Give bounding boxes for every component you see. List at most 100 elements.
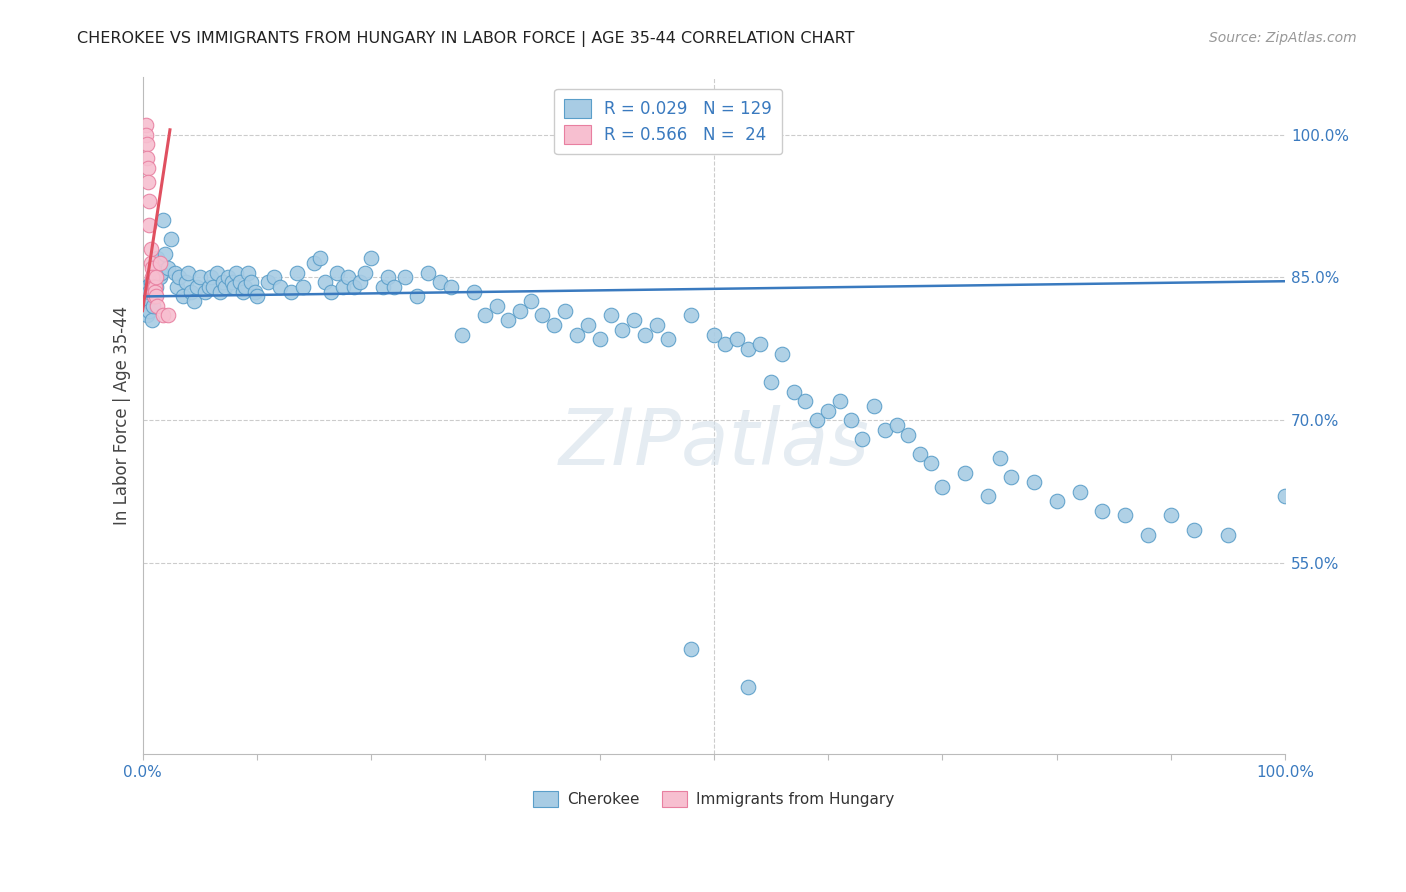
Point xyxy=(977,490,1000,504)
Point xyxy=(703,327,725,342)
Point xyxy=(285,266,308,280)
Point xyxy=(243,285,266,299)
Point xyxy=(565,327,588,342)
Point xyxy=(143,285,166,299)
Point xyxy=(138,303,160,318)
Point xyxy=(139,242,162,256)
Point xyxy=(145,289,167,303)
Point xyxy=(166,280,188,294)
Point xyxy=(156,309,179,323)
Point xyxy=(136,161,159,175)
Point xyxy=(280,285,302,299)
Point xyxy=(205,266,228,280)
Point xyxy=(235,280,257,294)
Point xyxy=(138,218,160,232)
Point xyxy=(149,266,172,280)
Point xyxy=(1000,470,1022,484)
Point xyxy=(326,266,349,280)
Point xyxy=(188,270,211,285)
Point xyxy=(509,303,531,318)
Point xyxy=(138,194,160,209)
Point xyxy=(186,280,208,294)
Point xyxy=(371,280,394,294)
Point xyxy=(554,303,576,318)
Point xyxy=(377,270,399,285)
Point xyxy=(177,266,200,280)
Point xyxy=(748,337,770,351)
Point xyxy=(429,275,451,289)
Point xyxy=(221,275,243,289)
Point xyxy=(343,280,366,294)
Point xyxy=(141,313,163,327)
Point xyxy=(886,417,908,432)
Point xyxy=(1137,527,1160,541)
Point xyxy=(623,313,645,327)
Text: ZIPatlas: ZIPatlas xyxy=(558,404,869,481)
Point xyxy=(657,332,679,346)
Point xyxy=(172,289,194,303)
Point xyxy=(141,270,163,285)
Point xyxy=(136,280,159,294)
Point xyxy=(138,285,160,299)
Point xyxy=(634,327,657,342)
Point xyxy=(209,285,232,299)
Point xyxy=(360,252,382,266)
Point xyxy=(806,413,828,427)
Point xyxy=(520,294,543,309)
Point xyxy=(496,313,519,327)
Point xyxy=(314,275,336,289)
Point xyxy=(198,280,221,294)
Point xyxy=(828,394,851,409)
Point xyxy=(474,309,496,323)
Point xyxy=(714,337,737,351)
Point xyxy=(531,309,554,323)
Point xyxy=(152,309,174,323)
Point xyxy=(200,270,222,285)
Point xyxy=(679,309,702,323)
Point xyxy=(737,342,759,356)
Point xyxy=(543,318,565,332)
Point xyxy=(394,270,416,285)
Point xyxy=(451,327,474,342)
Point xyxy=(136,175,159,189)
Point xyxy=(143,266,166,280)
Point xyxy=(257,275,280,289)
Point xyxy=(308,252,330,266)
Point xyxy=(337,270,360,285)
Point xyxy=(163,266,186,280)
Point xyxy=(588,332,610,346)
Point xyxy=(211,275,233,289)
Point xyxy=(319,285,342,299)
Text: Source: ZipAtlas.com: Source: ZipAtlas.com xyxy=(1209,31,1357,45)
Point xyxy=(1046,494,1069,508)
Point xyxy=(236,266,259,280)
Point xyxy=(908,446,931,460)
Point xyxy=(897,427,920,442)
Point xyxy=(382,280,405,294)
Point xyxy=(143,280,166,294)
Point xyxy=(146,299,169,313)
Point xyxy=(612,323,634,337)
Point xyxy=(405,289,427,303)
Point xyxy=(988,451,1011,466)
Point xyxy=(1022,475,1045,490)
Point xyxy=(194,285,217,299)
Point xyxy=(1274,490,1296,504)
Point xyxy=(135,128,157,142)
Point xyxy=(202,280,225,294)
Point xyxy=(645,318,668,332)
Point xyxy=(485,299,508,313)
Point xyxy=(228,275,250,289)
Point xyxy=(222,280,245,294)
Point xyxy=(136,294,159,309)
Text: CHEROKEE VS IMMIGRANTS FROM HUNGARY IN LABOR FORCE | AGE 35-44 CORRELATION CHART: CHEROKEE VS IMMIGRANTS FROM HUNGARY IN L… xyxy=(77,31,855,47)
Point xyxy=(134,299,156,313)
Point xyxy=(143,289,166,303)
Point xyxy=(1160,508,1182,523)
Point xyxy=(920,456,942,470)
Point xyxy=(149,270,172,285)
Point xyxy=(875,423,897,437)
Point xyxy=(217,270,239,285)
Point xyxy=(725,332,748,346)
Point xyxy=(146,252,169,266)
